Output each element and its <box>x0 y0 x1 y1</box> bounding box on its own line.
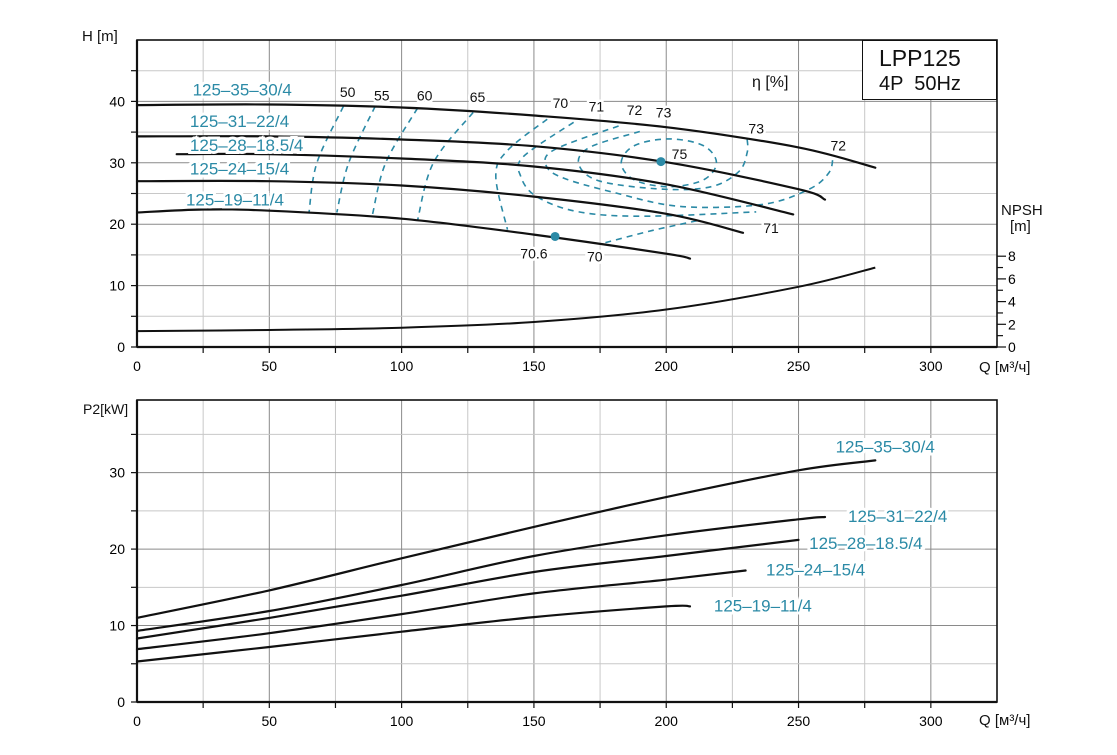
efficiency-annotation: 75 <box>672 146 688 162</box>
efficiency-label: η [%] <box>752 74 789 91</box>
efficiency-annotation: 50 <box>340 84 356 100</box>
curve-125-24-15/4 <box>135 569 747 651</box>
npsh-tick-label: 6 <box>1008 271 1016 287</box>
series-label: 125–31–22/4 <box>848 507 947 526</box>
efficiency-annotation: 60 <box>417 87 433 103</box>
y-tick-label: 30 <box>109 155 125 171</box>
efficiency-annotation: 65 <box>470 89 486 105</box>
series-label: 125–19–11/4 <box>714 597 812 616</box>
efficiency-annotation: 55 <box>374 87 390 103</box>
q-axis-label-top: Q [м³/ч] <box>979 359 1031 376</box>
efficiency-contour-70 <box>494 118 548 230</box>
y-tick-label: 10 <box>109 278 125 294</box>
efficiency-contour-75 <box>620 138 718 188</box>
x-tick-label: 50 <box>262 713 278 729</box>
efficiency-annotation: 71 <box>763 220 779 236</box>
y-tick-label: 20 <box>109 541 125 557</box>
curve-125-31-22/4 <box>135 515 827 632</box>
q-axis-label-bottom: Q [м³/ч] <box>979 712 1031 729</box>
series-label: 125–35–30/4 <box>193 81 292 100</box>
series-label: 125–28–18.5/4 <box>190 136 303 155</box>
npsh-curve <box>136 266 876 333</box>
efficiency-contour-73 <box>577 130 749 191</box>
x-tick-label: 150 <box>522 358 546 374</box>
npsh-axis-label: NPSH <box>1001 202 1043 219</box>
curve-125-28-18.5/4 <box>135 538 800 640</box>
efficiency-annotation: 70.6 <box>520 246 547 262</box>
efficiency-contour-70 <box>605 219 699 244</box>
title-box: LPP125 4P 50Hz <box>862 40 997 100</box>
efficiency-contour-50 <box>308 105 345 213</box>
y-tick-label: 0 <box>117 339 125 355</box>
efficiency-annotation: 72 <box>627 102 643 118</box>
efficiency-contour-72 <box>544 125 834 209</box>
x-tick-label: 200 <box>655 713 679 729</box>
x-tick-label: 100 <box>390 713 414 729</box>
x-tick-label: 200 <box>655 358 679 374</box>
curve-125-19-11/4 <box>135 208 692 260</box>
x-tick-label: 150 <box>522 713 546 729</box>
h-axis-label: H [m] <box>82 28 118 45</box>
y-tick-label: 10 <box>109 618 125 634</box>
curve-125-28-18.5/4 <box>175 152 795 216</box>
curve-125-24-15/4 <box>135 179 745 234</box>
curve-125-35-30/4 <box>135 103 877 169</box>
npsh-axis-unit: [m] <box>1010 218 1031 235</box>
npsh-tick-label: 0 <box>1008 339 1016 355</box>
efficiency-contour-55 <box>336 105 376 213</box>
efficiency-annotation: 73 <box>656 104 672 120</box>
series-label: 125–31–22/4 <box>190 112 289 131</box>
x-tick-label: 0 <box>133 713 141 729</box>
efficiency-contour-65 <box>416 111 474 221</box>
model-spec: 4P 50Hz <box>879 73 961 95</box>
y-tick-label: 40 <box>109 93 125 109</box>
series-label: 125–35–30/4 <box>836 438 935 457</box>
efficiency-annotation: 70 <box>587 249 603 265</box>
y-tick-label: 0 <box>117 694 125 710</box>
chart-panel-0: 0 50 100 150 200 250 300 0 10 20 30 40 0 2 4 6 8 50 55 60 65… <box>109 39 1016 374</box>
y-tick-label: 20 <box>109 216 125 232</box>
npsh-tick-label: 2 <box>1008 316 1016 332</box>
efficiency-annotation: 70 <box>553 95 569 111</box>
p2-axis-label: P2[kW] <box>83 401 129 417</box>
efficiency-annotation: 73 <box>748 120 764 136</box>
efficiency-contour-60 <box>371 107 419 215</box>
duty-point <box>550 231 560 241</box>
series-label: 125–24–15/4 <box>766 561 865 580</box>
x-tick-label: 0 <box>133 358 141 374</box>
y-tick-label: 30 <box>109 465 125 481</box>
x-tick-label: 300 <box>919 713 943 729</box>
x-tick-label: 50 <box>262 358 278 374</box>
x-tick-label: 250 <box>787 358 811 374</box>
curve-125-35-30/4 <box>135 459 877 619</box>
x-tick-label: 250 <box>787 713 811 729</box>
duty-point <box>656 157 666 167</box>
x-tick-label: 100 <box>390 358 414 374</box>
npsh-tick-label: 4 <box>1008 294 1016 310</box>
curve-125-31-22/4 <box>135 135 827 201</box>
efficiency-contour-71 <box>517 121 757 218</box>
curve-125-19-11/4 <box>135 604 692 663</box>
series-label: 125–19–11/4 <box>186 191 284 210</box>
efficiency-annotation: 71 <box>589 98 605 114</box>
npsh-tick-label: 8 <box>1008 248 1016 264</box>
model-title: LPP125 <box>879 45 961 71</box>
series-label: 125–28–18.5/4 <box>809 534 922 553</box>
series-label: 125–24–15/4 <box>190 159 289 178</box>
x-tick-label: 300 <box>919 358 943 374</box>
chart-panel-1: 0 50 100 150 200 250 300 0 10 20 30 125–35–30/4 125–… <box>109 399 998 729</box>
efficiency-annotation: 72 <box>830 138 846 154</box>
